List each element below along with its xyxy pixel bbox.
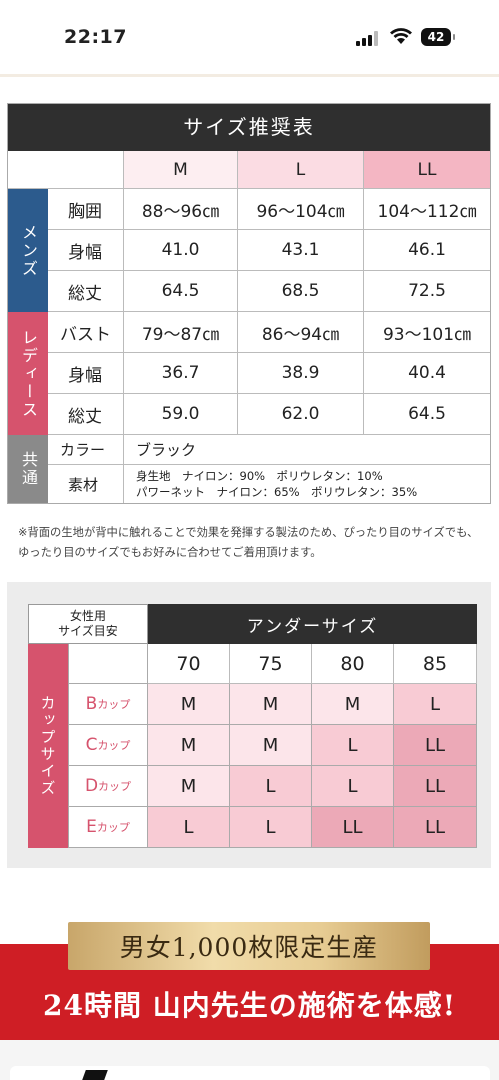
fit-note: ※背面の生地が背中に触れることで効果を発揮する製法のため、ぴったり目のサイズでも…	[18, 526, 479, 559]
cup-size-value: L	[394, 684, 477, 725]
row-label: 総丈	[48, 271, 124, 312]
cup-size-value: L	[230, 766, 312, 807]
value-cell: 43.1	[238, 230, 364, 271]
corner-cell	[8, 151, 124, 189]
value-cell: 64.5	[364, 394, 490, 435]
cup-size-title: カップサイズ	[28, 644, 68, 848]
cup-size-value: M	[148, 766, 230, 807]
cup-size-value: LL	[394, 766, 477, 807]
value-cell: 40.4	[364, 353, 490, 394]
value-cell: 93〜101㎝	[364, 312, 490, 353]
cup-row-label: E カップ	[68, 807, 148, 848]
value-cell: 72.5	[364, 271, 490, 312]
cup-size-value: L	[230, 807, 312, 848]
size-header-l: L	[238, 151, 364, 189]
cup-size-section: 女性用 サイズ目安 アンダーサイズ カップサイズ 70 75 80 85 B カッ…	[7, 582, 491, 868]
size-header-ll: LL	[364, 151, 490, 189]
material-line: パワーネット ナイロン：65% ポリウレタン：35%	[136, 485, 418, 499]
row-label: 身幅	[48, 230, 124, 271]
group-ladies: レディース	[8, 312, 48, 435]
cup-letter: E	[86, 817, 97, 837]
limited-badge: 男女1,000枚限定生産	[68, 922, 430, 970]
next-card	[10, 1066, 490, 1080]
value-cell: 79〜87㎝	[124, 312, 238, 353]
row-label: 素材	[48, 465, 124, 503]
value-cell: 41.0	[124, 230, 238, 271]
under-size-title: アンダーサイズ	[148, 604, 477, 644]
material-line: 身生地 ナイロン：90% ポリウレタン：10%	[136, 469, 383, 483]
cup-size-value: L	[312, 766, 394, 807]
cup-size-value: L	[148, 807, 230, 848]
under-header: 85	[394, 644, 477, 684]
size-recommendation-table: サイズ推奨表 M L LL メンズ 胸囲 88〜96㎝ 96〜104㎝ 104〜…	[7, 103, 491, 504]
value-cell: 86〜94㎝	[238, 312, 364, 353]
row-label: 総丈	[48, 394, 124, 435]
row-label: 胸囲	[48, 189, 124, 230]
cup-size-value: M	[230, 684, 312, 725]
under-header: 75	[230, 644, 312, 684]
value-cell: 68.5	[238, 271, 364, 312]
cup-suffix: カップ	[97, 698, 131, 711]
value-cell: 38.9	[238, 353, 364, 394]
table-title: サイズ推奨表	[8, 104, 490, 151]
cup-row-label: C カップ	[68, 725, 148, 766]
value-cell: 88〜96㎝	[124, 189, 238, 230]
cup-suffix: カップ	[96, 821, 130, 834]
group-common: 共通	[8, 435, 48, 503]
cup-row-label: B カップ	[68, 684, 148, 725]
color-value: ブラック	[124, 435, 490, 465]
value-cell: 59.0	[124, 394, 238, 435]
wifi-icon	[390, 28, 412, 44]
value-cell: 62.0	[238, 394, 364, 435]
banner-headline: 24時間 山内先生の施術を体感!	[42, 989, 456, 1022]
cup-suffix: カップ	[98, 780, 132, 793]
value-cell: 46.1	[364, 230, 490, 271]
group-mens: メンズ	[8, 189, 48, 312]
cup-size-value: M	[230, 725, 312, 766]
cellular-signal-icon	[356, 30, 380, 46]
cup-size-value: LL	[394, 807, 477, 848]
cup-size-value: L	[312, 725, 394, 766]
row-label: カラー	[48, 435, 124, 465]
cup-letter: B	[85, 694, 98, 714]
status-bar: 22:17 42	[0, 0, 499, 76]
value-cell: 96〜104㎝	[238, 189, 364, 230]
cup-size-value: M	[312, 684, 394, 725]
promo-banner[interactable]: 男女1,000枚限定生産 24時間 山内先生の施術を体感!	[0, 922, 499, 1040]
value-cell: 64.5	[124, 271, 238, 312]
cup-size-value: M	[148, 725, 230, 766]
header-divider	[0, 74, 499, 77]
size-header-m: M	[124, 151, 238, 189]
cup-size-value: M	[148, 684, 230, 725]
cup-row-label: D カップ	[68, 766, 148, 807]
corner-label: 女性用 サイズ目安	[28, 604, 148, 644]
value-cell: 104〜112㎝	[364, 189, 490, 230]
cup-letter: C	[85, 735, 98, 755]
cup-size-value: LL	[394, 725, 477, 766]
row-label: バスト	[48, 312, 124, 353]
under-header: 80	[312, 644, 394, 684]
battery-icon: 42	[421, 28, 455, 46]
under-header: 70	[148, 644, 230, 684]
next-section-glyph	[82, 1070, 108, 1080]
blank-cell	[68, 644, 148, 684]
row-label: 身幅	[48, 353, 124, 394]
value-cell: 36.7	[124, 353, 238, 394]
cup-size-value: LL	[312, 807, 394, 848]
material-value: 身生地 ナイロン：90% ポリウレタン：10% パワーネット ナイロン：65% …	[124, 465, 490, 503]
cup-suffix: カップ	[97, 739, 131, 752]
next-section	[0, 1040, 499, 1080]
clock: 22:17	[64, 26, 127, 48]
cup-letter: D	[84, 776, 99, 796]
cup-size-table: 女性用 サイズ目安 アンダーサイズ カップサイズ 70 75 80 85 B カッ…	[28, 604, 477, 848]
